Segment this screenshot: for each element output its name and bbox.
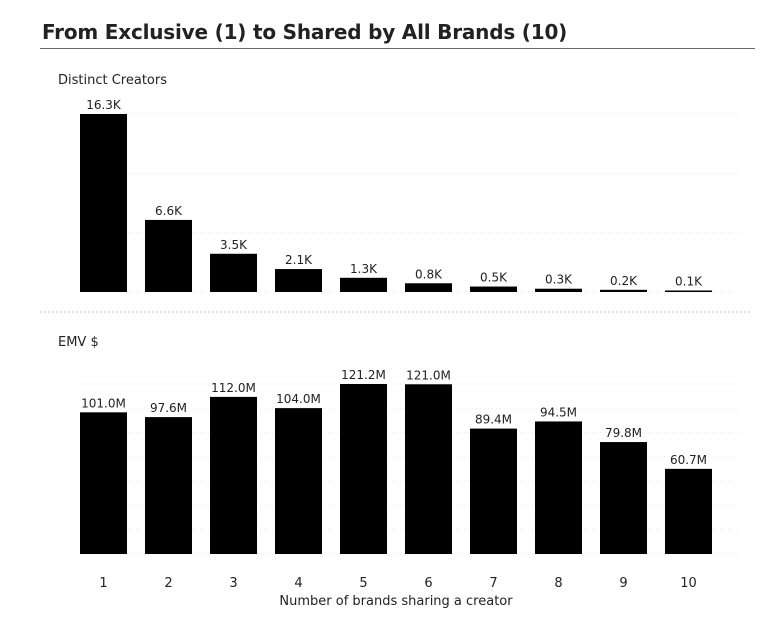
distinct-creators-bar-8 (535, 288, 582, 292)
page-title: From Exclusive (1) to Shared by All Bran… (42, 20, 568, 44)
x-tick-label-1: 1 (99, 576, 107, 591)
emv-bar-6 (405, 384, 452, 554)
distinct-creators-bar-3 (210, 253, 257, 292)
x-tick-label-4: 4 (294, 576, 302, 591)
distinct-creators-data-label-6: 0.8K (415, 267, 443, 281)
distinct-creators-data-label-8: 0.3K (545, 273, 573, 287)
emv-data-label-5: 121.2M (341, 368, 386, 382)
emv-chart: EMV $ 101.0M 97.6M 112.0M 104.0M 121.2M 121.0… (58, 335, 740, 555)
emv-data-labels: 101.0M 97.6M 112.0M 104.0M 121.2M 121.0M 89.4M… (81, 368, 707, 467)
distinct-creators-data-label-10: 0.1K (675, 275, 703, 289)
emv-bar-7 (470, 428, 517, 554)
distinct-creators-bars (80, 114, 712, 292)
distinct-creators-data-label-4: 2.1K (285, 253, 313, 267)
emv-data-label-10: 60.7M (670, 453, 707, 467)
emv-bar-5 (340, 384, 387, 554)
distinct-creators-title: Distinct Creators (58, 73, 167, 88)
x-tick-label-6: 6 (424, 576, 432, 591)
distinct-creators-data-label-2: 6.6K (155, 204, 183, 218)
distinct-creators-bar-5 (340, 277, 387, 292)
emv-bar-4 (275, 408, 322, 554)
emv-bar-3 (210, 396, 257, 554)
distinct-creators-bar-2 (145, 219, 192, 292)
x-tick-label-9: 9 (619, 576, 627, 591)
x-tick-label-2: 2 (164, 576, 172, 591)
emv-data-label-4: 104.0M (276, 392, 321, 406)
distinct-creators-bar-4 (275, 269, 322, 292)
distinct-creators-bar-7 (470, 286, 517, 292)
distinct-creators-bar-6 (405, 283, 452, 292)
x-axis-label: Number of brands sharing a creator (279, 594, 513, 609)
emv-data-label-7: 89.4M (475, 413, 512, 427)
distinct-creators-bar-1 (80, 114, 127, 292)
distinct-creators-data-label-9: 0.2K (610, 274, 638, 288)
x-tick-label-8: 8 (554, 576, 562, 591)
emv-data-label-2: 97.6M (150, 401, 187, 415)
emv-bars (80, 384, 712, 554)
distinct-creators-data-label-7: 0.5K (480, 271, 508, 285)
x-axis-tick-labels: 1 2 3 4 5 6 7 8 9 10 (99, 576, 696, 591)
x-tick-label-3: 3 (229, 576, 237, 591)
emv-data-label-6: 121.0M (406, 368, 451, 382)
distinct-creators-bar-9 (600, 289, 647, 292)
emv-bar-10 (665, 468, 712, 554)
distinct-creators-data-label-5: 1.3K (350, 262, 378, 276)
emv-bar-8 (535, 421, 582, 554)
distinct-creators-bar-10 (665, 290, 712, 292)
emv-data-label-3: 112.0M (211, 381, 256, 395)
x-tick-label-5: 5 (359, 576, 367, 591)
emv-data-label-1: 101.0M (81, 396, 126, 410)
distinct-creators-chart: Distinct Creators 16.3K 6.6K 3.5K 2.1K 1.3K 0… (58, 73, 740, 293)
distinct-creators-data-label-1: 16.3K (86, 98, 122, 112)
emv-bar-2 (145, 417, 192, 554)
emv-title: EMV $ (58, 335, 99, 350)
title-divider (40, 48, 755, 49)
emv-bar-1 (80, 412, 127, 554)
x-tick-label-7: 7 (489, 576, 497, 591)
emv-data-label-9: 79.8M (605, 426, 642, 440)
emv-bar-9 (600, 442, 647, 554)
x-tick-label-10: 10 (680, 576, 697, 591)
distinct-creators-data-labels: 16.3K 6.6K 3.5K 2.1K 1.3K 0.8K 0.5K 0.3K 0.2K 0.1… (86, 98, 703, 289)
distinct-creators-data-label-3: 3.5K (220, 238, 248, 252)
emv-data-label-8: 94.5M (540, 405, 577, 419)
